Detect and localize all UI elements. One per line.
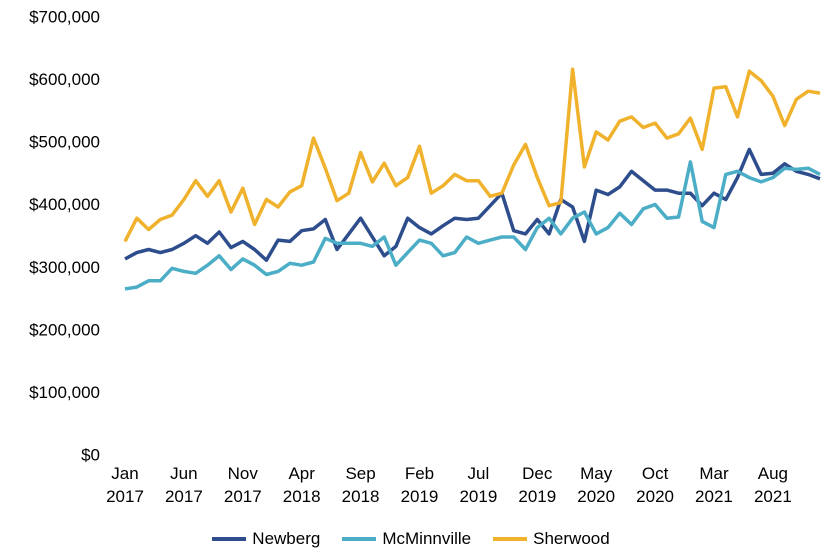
y-tick-label: $0 [81,445,100,464]
legend-label: Sherwood [533,529,610,548]
legend-item: Newberg [212,529,320,549]
x-tick-label: May 2020 [577,464,616,506]
y-tick-label: $200,000 [29,320,100,339]
x-tick-label: Jul 2019 [459,464,498,506]
legend-label: Newberg [252,529,321,548]
y-tick-label: $100,000 [29,383,100,402]
legend-swatch [493,537,528,541]
y-tick-label: $300,000 [29,258,100,277]
x-tick-label: Mar 2021 [695,464,733,506]
x-tick-label: Aug 2021 [753,464,792,506]
line-series [124,147,821,262]
x-tick-label: Sep 2018 [341,464,380,506]
legend-item: Sherwood [493,529,610,549]
x-tick-label: Feb 2019 [400,464,439,506]
y-tick-label: $600,000 [29,70,100,89]
legend: Newberg McMinnville Sherwood [0,529,822,549]
x-tick-label: Jan 2017 [106,464,144,506]
line-series [124,160,821,291]
x-tick-label: Apr 2018 [282,464,321,506]
y-tick-label: $700,000 [29,7,100,26]
x-tick-label: Nov 2017 [223,464,262,506]
x-tick-label: Dec 2019 [518,464,557,506]
y-tick-label: $500,000 [29,133,100,152]
x-tick-label: Oct 2020 [636,464,674,506]
legend-label: McMinnville [382,529,472,548]
y-tick-label: $400,000 [29,195,100,214]
line-series [123,67,821,243]
legend-swatch [212,537,247,541]
legend-swatch [342,537,377,541]
x-tick-label: Jun 2017 [164,464,203,506]
legend-item: McMinnville [342,529,471,549]
